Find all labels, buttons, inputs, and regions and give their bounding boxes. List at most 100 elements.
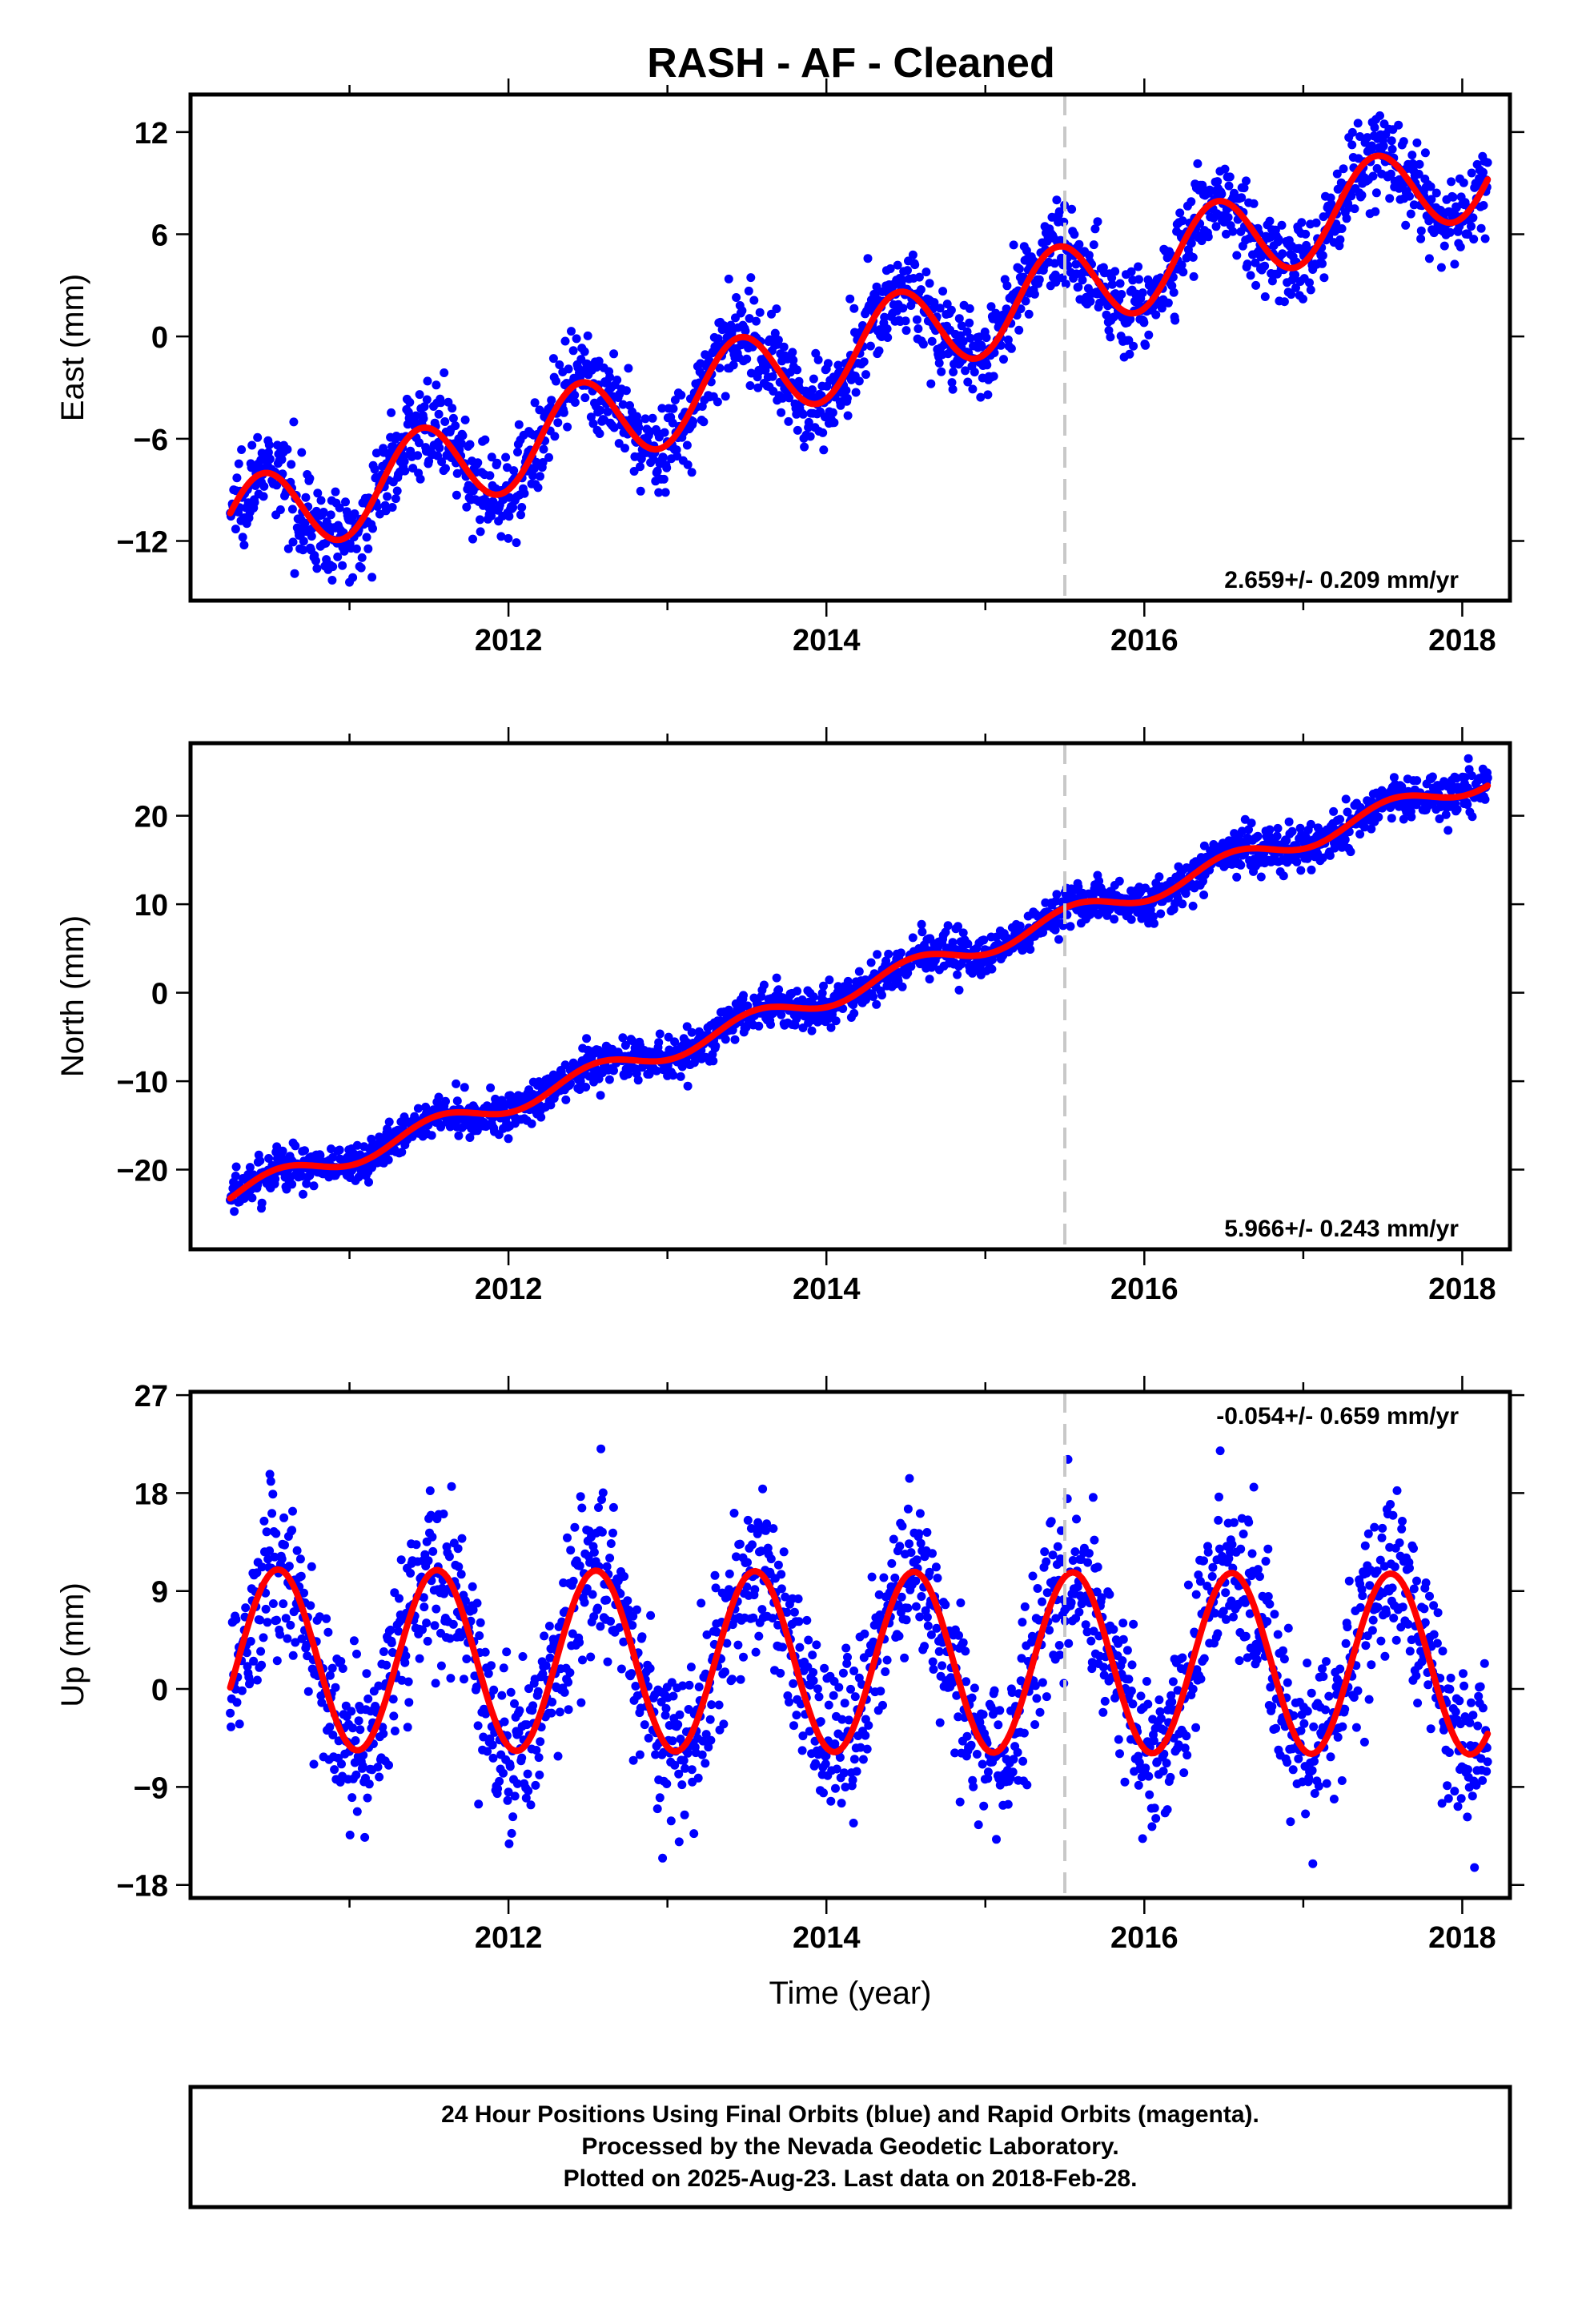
data-point [297, 448, 307, 457]
data-point [364, 1177, 373, 1187]
data-point [901, 326, 911, 336]
data-point [1126, 267, 1136, 276]
data-point [1448, 192, 1458, 202]
data-point [580, 393, 590, 403]
data-point [238, 533, 247, 542]
data-point [807, 1026, 817, 1035]
data-point [794, 376, 804, 386]
data-point [1341, 794, 1351, 804]
data-point [299, 545, 308, 555]
data-point [363, 1793, 372, 1803]
velocity-annotation: 2.659+/- 0.209 mm/yr [1224, 567, 1459, 593]
data-point [914, 272, 924, 282]
data-point [789, 1679, 798, 1688]
data-point [1260, 292, 1270, 301]
data-point [1175, 208, 1185, 218]
data-point [829, 418, 839, 428]
data-point [624, 364, 633, 373]
data-point [1074, 239, 1084, 249]
data-point [752, 316, 761, 326]
data-point [1374, 812, 1383, 822]
data-point [472, 1598, 482, 1608]
data-point [789, 1607, 799, 1617]
data-point [957, 321, 966, 331]
data-point [1291, 270, 1300, 279]
data-point [418, 1625, 427, 1634]
data-point [305, 473, 315, 483]
data-point [669, 404, 678, 413]
data-point [231, 1172, 240, 1180]
data-point [279, 1513, 289, 1522]
data-point [1282, 836, 1291, 845]
data-point [1169, 287, 1178, 297]
data-point [504, 1134, 513, 1144]
data-point [1347, 127, 1357, 137]
data-point [838, 1668, 848, 1678]
data-point [246, 1637, 255, 1646]
data-point [861, 1731, 870, 1740]
data-point [1416, 234, 1426, 243]
data-point [732, 1552, 741, 1562]
data-point [547, 396, 556, 405]
data-point [1467, 222, 1476, 231]
data-point [1483, 158, 1492, 167]
data-point [679, 1755, 689, 1765]
data-point [436, 1661, 446, 1671]
data-point [1469, 235, 1479, 244]
data-point [1189, 271, 1199, 281]
data-point [510, 1791, 520, 1801]
data-point [1144, 330, 1154, 340]
data-point [1244, 825, 1253, 834]
data-point [644, 1733, 653, 1743]
data-point [387, 1638, 396, 1647]
data-point [682, 440, 692, 450]
data-point [1106, 332, 1115, 342]
data-point [272, 480, 282, 490]
data-point [488, 1740, 497, 1750]
data-point [1051, 277, 1061, 287]
data-point [368, 524, 377, 533]
data-point [379, 1729, 388, 1739]
data-point [1480, 234, 1490, 243]
data-point [1480, 794, 1490, 804]
data-point [509, 466, 519, 476]
data-point [517, 1753, 527, 1763]
data-point [553, 1751, 563, 1761]
data-point [943, 921, 953, 931]
data-point [552, 376, 560, 386]
data-point [309, 1181, 319, 1191]
data-point [1178, 267, 1188, 277]
data-point [345, 1830, 355, 1839]
data-point [841, 386, 851, 395]
data-point [609, 423, 619, 432]
data-point [504, 1839, 514, 1848]
data-point [1452, 805, 1462, 814]
data-point [521, 1793, 531, 1803]
data-point [682, 1022, 692, 1031]
data-point [823, 359, 833, 368]
data-point [523, 1769, 532, 1779]
data-point [640, 1720, 649, 1730]
data-point [922, 1612, 932, 1622]
data-point [659, 474, 669, 484]
data-point [931, 1562, 941, 1572]
data-point [816, 1717, 825, 1727]
data-point [597, 1527, 607, 1537]
data-point [620, 1040, 630, 1050]
data-point [784, 416, 793, 426]
data-point [903, 1504, 913, 1514]
data-point [347, 1707, 356, 1716]
y-tick-label: 20 [135, 801, 168, 834]
data-point [231, 525, 240, 534]
data-point [333, 552, 343, 561]
data-point [958, 928, 968, 938]
data-point [628, 1755, 638, 1765]
data-point [487, 452, 496, 462]
data-point [241, 1603, 251, 1613]
data-point [660, 428, 669, 437]
data-point [252, 1568, 262, 1578]
data-point [451, 421, 460, 431]
data-point [811, 1759, 821, 1768]
data-point [506, 1687, 516, 1697]
data-point [395, 1594, 404, 1603]
